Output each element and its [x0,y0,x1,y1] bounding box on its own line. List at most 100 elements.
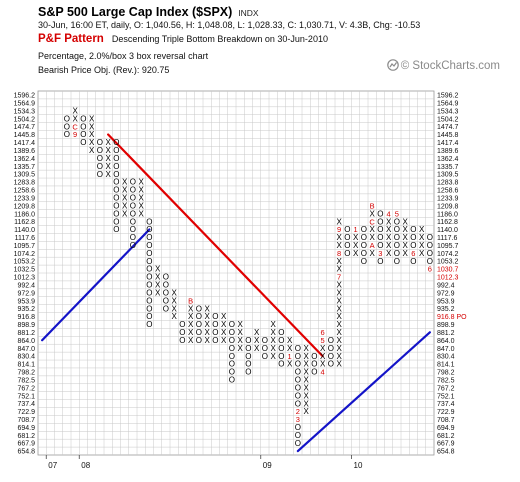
pnf-x-box: X [353,249,359,258]
pnf-x-box: X [237,328,243,337]
y-tick-label-right: 953.9 [437,298,455,305]
pnf-o-box: O [80,130,86,139]
y-tick-label-right: 1417.4 [437,140,459,147]
pnf-o-box: O [97,138,103,147]
pnf-x-box: X [72,114,78,123]
pnf-o-box: O [344,249,350,258]
y-tick-label-left: 1140.0 [14,227,35,234]
pnf-o-box: O [113,209,119,218]
pnf-o-box: O [113,194,119,203]
month-marker: 6 [411,249,415,258]
pnf-o-box: O [146,304,152,313]
price-marker: 916.8 PO [437,314,467,321]
pnf-o-box: O [212,312,218,321]
pnf-o-box: O [146,217,152,226]
y-tick-label-left: 1504.2 [14,116,36,123]
month-marker: 5 [321,336,325,345]
y-tick-label-right: 1283.8 [437,180,459,187]
chart-header: S&P 500 Large Cap Index ($SPX) INDX 30-Ju… [0,0,520,80]
pnf-o-box: O [130,186,136,195]
y-tick-label-left: 1209.8 [14,203,36,210]
pnf-o-box: O [245,344,251,353]
pnf-o-box: O [295,383,301,392]
pnf-x-box: X [270,336,276,345]
y-tick-label-right: 898.9 [437,322,455,329]
pnf-o-box: O [146,281,152,290]
pnf-o-box: O [394,249,400,258]
y-tick-label-left: 1258.6 [14,188,36,195]
y-tick-label-right: 1095.7 [437,243,459,250]
pnf-x-box: X [303,368,309,377]
pnf-x-box: X [155,273,161,282]
chart-title: S&P 500 Large Cap Index ($SPX) [38,5,233,19]
pnf-o-box: O [146,320,152,329]
y-tick-label-right: 1335.7 [437,164,459,171]
y-tick-label-left: 798.2 [17,370,35,377]
pnf-o-box: O [64,114,70,123]
month-marker: 2 [296,407,300,416]
pnf-o-box: O [196,320,202,329]
pnf-x-box: X [89,122,95,131]
pnf-o-box: O [278,336,284,345]
pnf-o-box: O [410,233,416,242]
pnf-o-box: O [328,352,334,361]
price-marker: 1030.7 [437,267,459,274]
pnf-x-box: X [336,352,342,361]
pnf-o-box: O [427,233,433,242]
y-tick-label-right: 1209.8 [437,203,459,210]
pnf-x-box: X [155,288,161,297]
pnf-x-box: X [320,360,326,369]
y-tick-label-right: 1564.9 [437,100,459,107]
pnf-x-box: X [122,209,128,218]
month-marker: 9 [73,130,77,139]
pnf-o-box: O [113,178,119,187]
pnf-x-box: X [155,265,161,274]
pnf-x-box: X [237,320,243,329]
pnf-o-box: O [361,249,367,258]
pnf-o-box: O [295,368,301,377]
x-tick-label: 10 [354,461,363,470]
pnf-x-box: X [336,233,342,242]
pnf-x-box: X [287,344,293,353]
month-marker: 1 [354,225,358,234]
pnf-x-box: X [188,336,194,345]
pnf-x-box: X [171,304,177,313]
pnf-x-box: X [155,281,161,290]
pnf-o-box: O [394,225,400,234]
pnf-x-box: X [336,217,342,226]
pnf-x-box: X [419,249,425,258]
pnf-o-box: O [130,217,136,226]
y-tick-label-right: 654.8 [437,449,455,456]
month-marker: A [370,241,375,250]
pnf-x-box: X [204,320,210,329]
pnf-x-box: X [303,399,309,408]
pnf-x-box: X [303,352,309,361]
pnf-o-box: O [245,368,251,377]
y-tick-label-right: 1389.6 [437,148,459,155]
pnf-o-box: O [229,360,235,369]
y-tick-label-left: 814.1 [17,362,35,369]
pnf-o-box: O [344,233,350,242]
pnf-x-box: X [122,178,128,187]
pnf-x-box: X [89,138,95,147]
month-marker: 6 [428,265,432,274]
pnf-x-box: X [89,130,95,139]
pnf-o-box: O [130,241,136,250]
pnf-o-box: O [427,249,433,258]
pnf-o-box: O [361,257,367,266]
y-tick-label-left: 767.2 [17,385,35,392]
pnf-o-box: O [278,352,284,361]
pnf-x-box: X [320,352,326,361]
pnf-o-box: O [146,225,152,234]
y-tick-label-left: 1233.9 [14,195,36,202]
pnf-o-box: O [212,328,218,337]
pnf-o-box: O [328,336,334,345]
pnf-o-box: O [130,194,136,203]
pnf-o-box: O [229,368,235,377]
y-tick-label-right: 722.9 [437,409,455,416]
watermark: © StockCharts.com [386,59,500,72]
pnf-o-box: O [410,225,416,234]
pnf-x-box: X [320,344,326,353]
y-tick-label-left: 992.4 [17,282,35,289]
y-tick-label-left: 1283.8 [14,180,36,187]
